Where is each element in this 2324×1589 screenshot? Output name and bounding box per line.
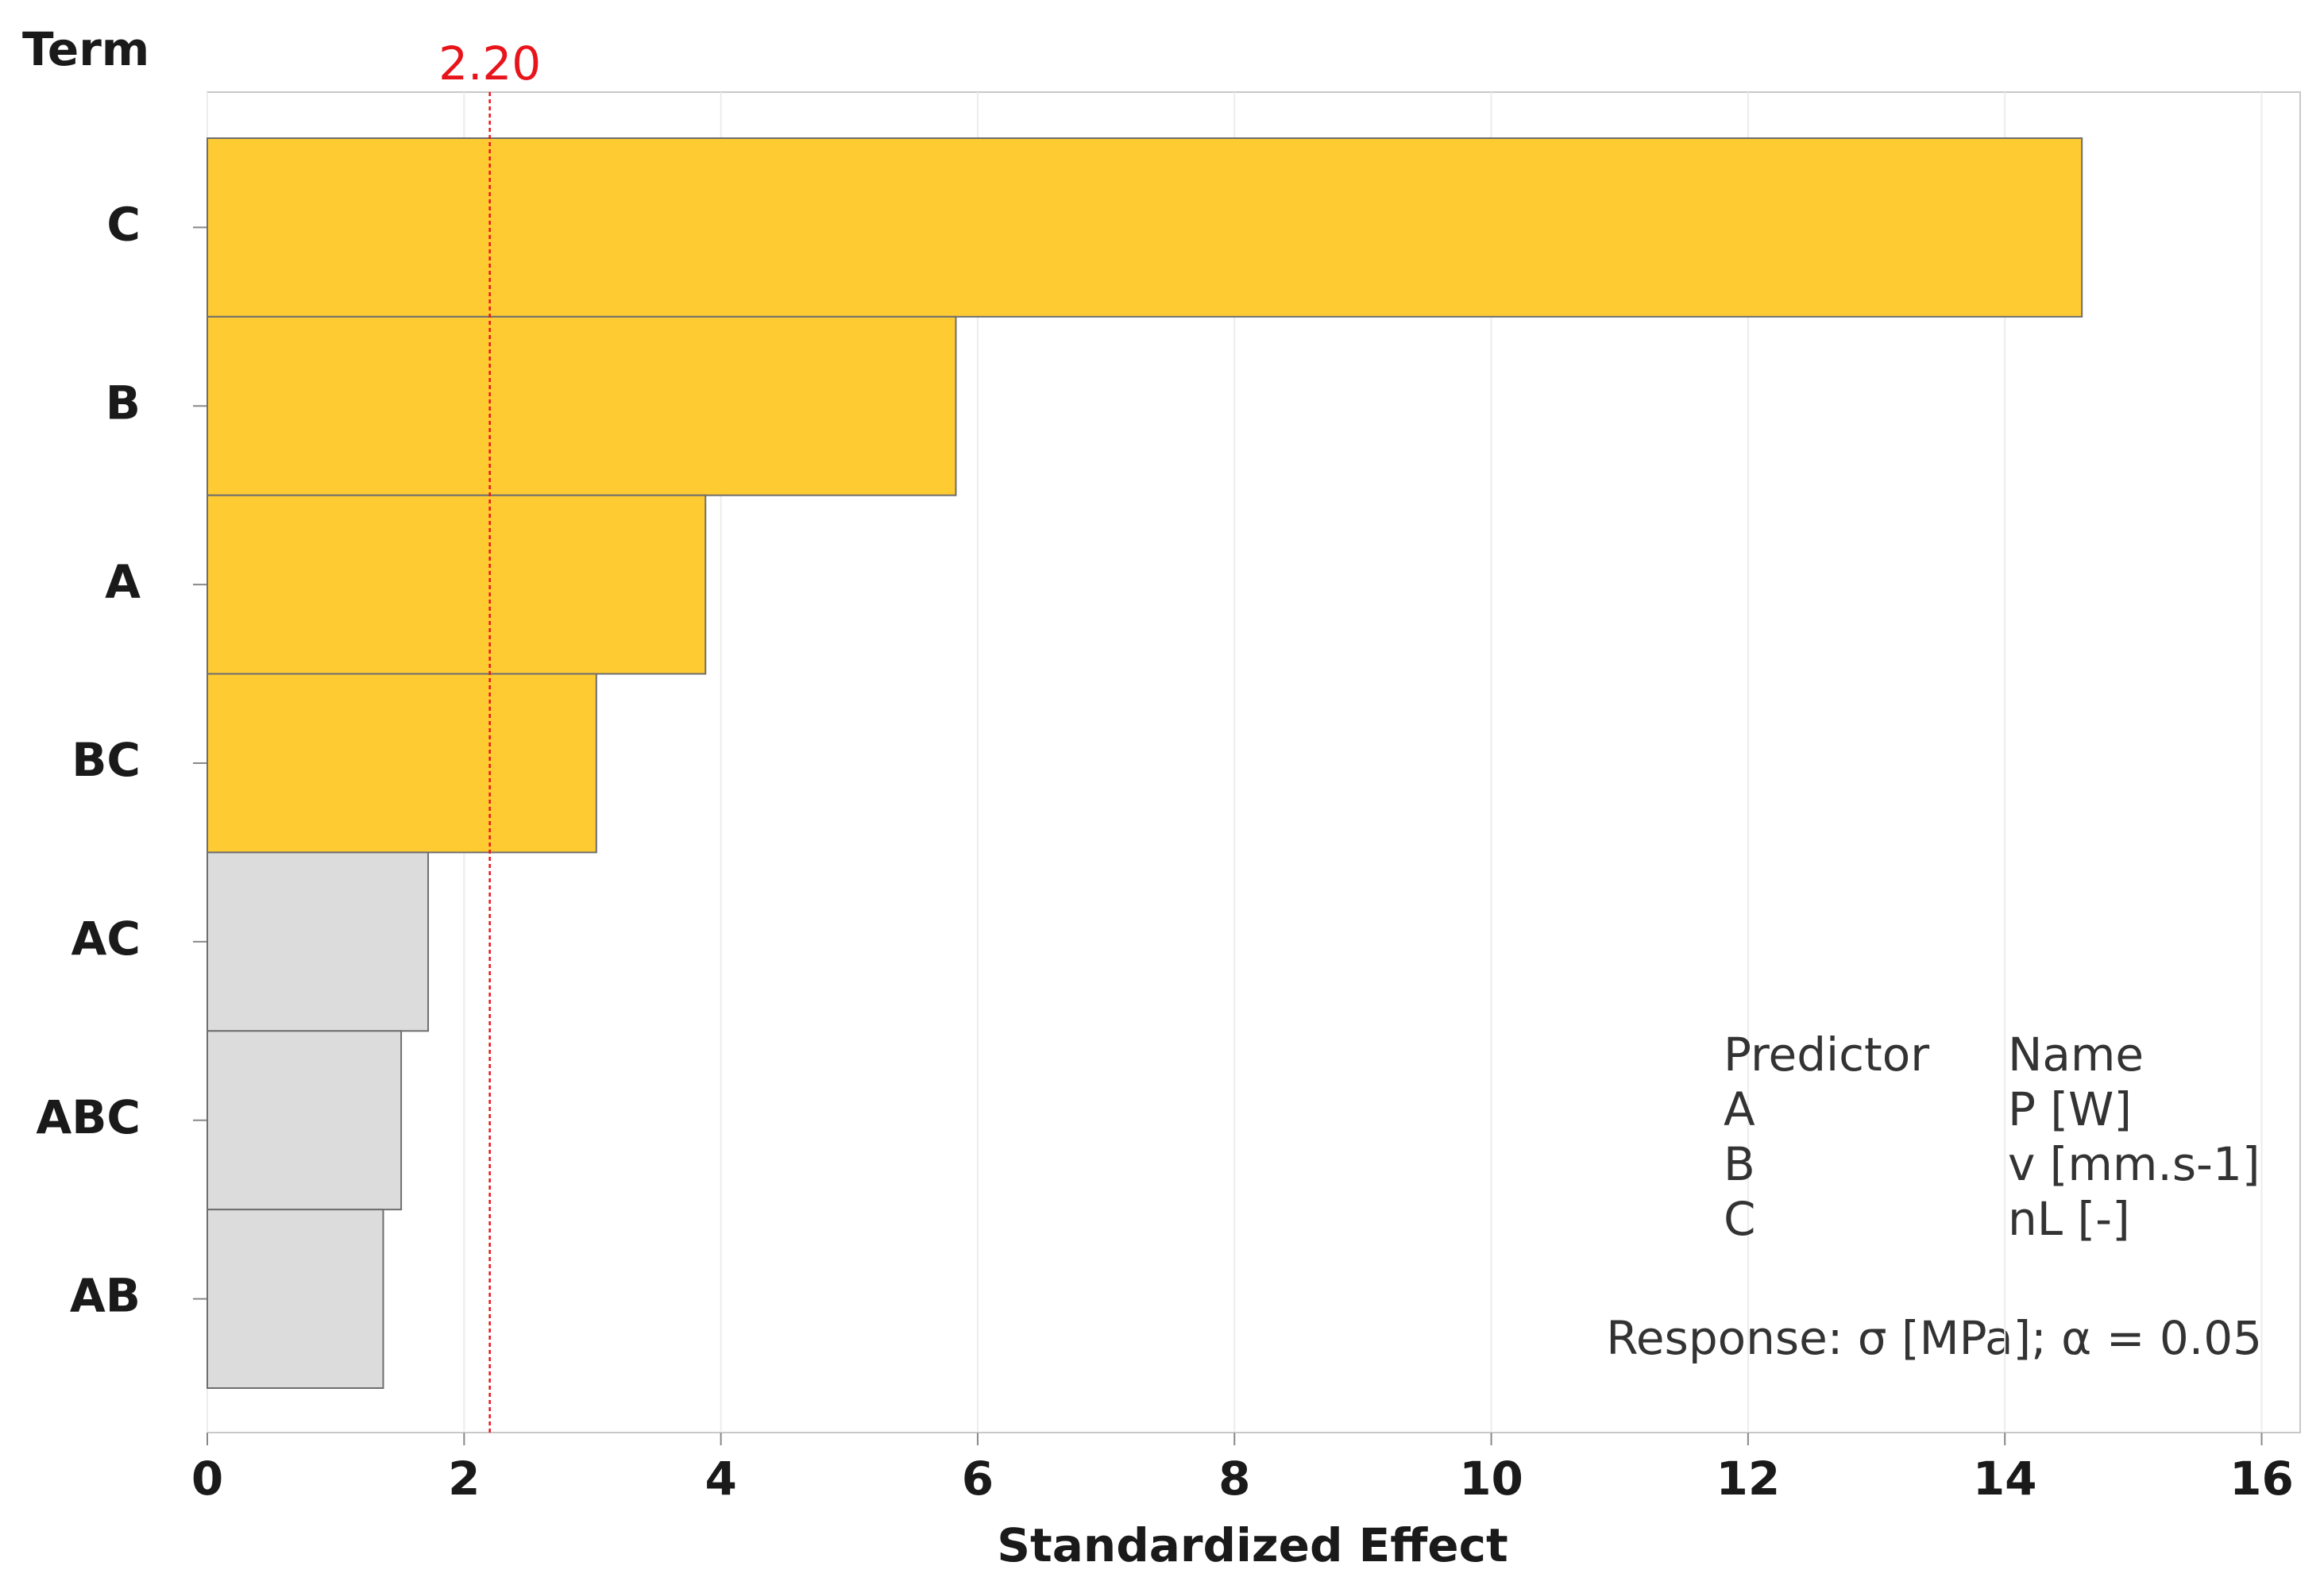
x-tick-label: 4 [705, 1452, 736, 1506]
bar [207, 851, 430, 1032]
x-tick-label: 16 [2229, 1452, 2294, 1506]
x-tick-label: 6 [962, 1452, 994, 1506]
x-tick-label: 14 [1973, 1452, 2037, 1506]
x-tick-label: 12 [1716, 1452, 1781, 1506]
y-tick-label: A [105, 554, 141, 608]
legend-header: Predictor [1724, 1028, 1929, 1082]
legend-cell: C [1724, 1192, 1756, 1246]
x-axis-label: Standardized Effect [997, 1518, 1508, 1572]
bar [207, 315, 957, 496]
y-tick-label: ABC [36, 1090, 141, 1144]
legend-cell: nL [-] [2008, 1192, 2130, 1246]
x-tick-label: 2 [448, 1452, 480, 1506]
legend-cell: v [mm.s-1] [2008, 1137, 2260, 1191]
bar [207, 494, 707, 675]
legend-cell: A [1724, 1082, 1755, 1136]
bar [207, 1209, 384, 1389]
x-tick-label: 8 [1218, 1452, 1250, 1506]
bar [207, 673, 597, 854]
legend-cell: P [W] [2008, 1082, 2132, 1136]
y-tick-label: AC [71, 912, 141, 966]
y-tick-label: AB [70, 1269, 141, 1323]
y-tick-label: B [106, 376, 141, 430]
x-tick-label: 0 [191, 1452, 223, 1506]
y-tick-label: C [106, 198, 141, 252]
bar [207, 1030, 403, 1211]
legend-cell: B [1724, 1137, 1755, 1191]
reference-label: 2.20 [438, 37, 541, 91]
legend-header: Name [2008, 1028, 2144, 1082]
y-tick-label: BC [71, 733, 141, 787]
annotation: Response: σ [MPa]; α = 0.05 [1606, 1311, 2262, 1365]
y-axis-label: Term [22, 22, 149, 76]
bar [207, 137, 2083, 318]
x-tick-label: 10 [1459, 1452, 1523, 1506]
